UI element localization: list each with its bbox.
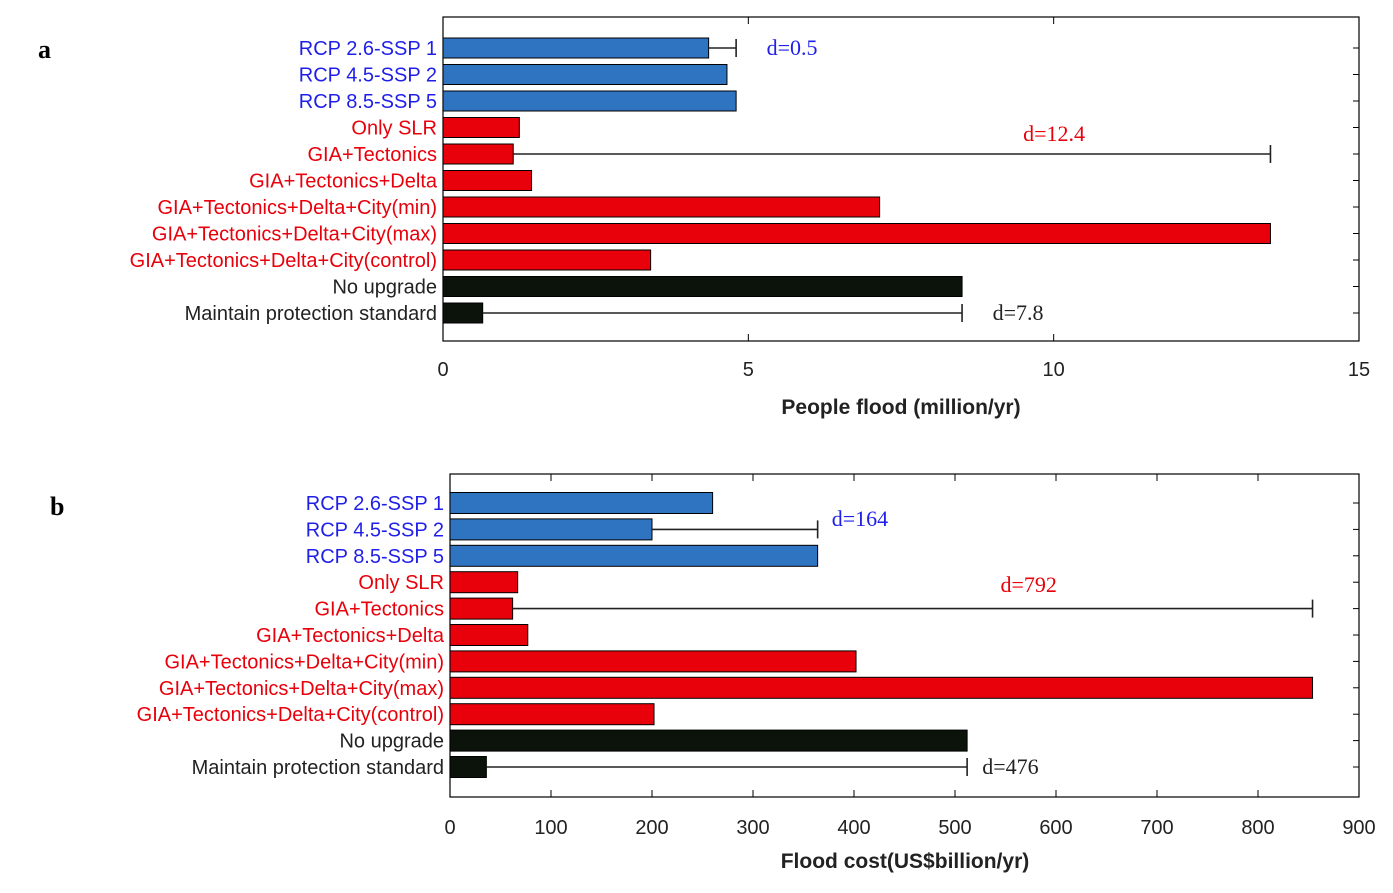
bar — [449, 703, 655, 726]
category-label: RCP 4.5-SSP 2 — [306, 519, 444, 541]
category-label: Only SLR — [351, 118, 437, 140]
category-label: RCP 8.5-SSP 5 — [299, 91, 437, 113]
x-tick-label: 15 — [1348, 359, 1370, 381]
x-tick-label: 900 — [1342, 817, 1375, 839]
x-tick-label: 700 — [1140, 817, 1173, 839]
x-tick-label: 600 — [1039, 817, 1072, 839]
category-label: GIA+Tectonics+Delta+City(max) — [159, 678, 444, 700]
x-tick-label: 10 — [1043, 359, 1065, 381]
range-label: d=792 — [1000, 572, 1056, 597]
x-tick-label: 0 — [437, 359, 448, 381]
panel-label-b: b — [50, 492, 64, 521]
category-label: GIA+Tectonics+Delta — [256, 625, 445, 647]
panel-a: a 0 5 10 15 RCP 2.6-SSP 1 RCP 4.5-SSP 2 RCP 8.… — [38, 16, 1370, 419]
category-label: RCP 8.5-SSP 5 — [306, 546, 444, 568]
range-label: d=12.4 — [1023, 121, 1085, 146]
bar — [442, 37, 710, 59]
x-axis-title: People flood (million/yr) — [781, 396, 1020, 419]
bar — [449, 492, 714, 514]
bar — [449, 544, 819, 567]
bar — [442, 64, 728, 85]
x-tick-label: 500 — [938, 817, 971, 839]
bar — [442, 170, 533, 191]
x-tick-label: 0 — [444, 817, 455, 839]
category-label: GIA+Tectonics+Delta — [249, 171, 438, 193]
category-label: GIA+Tectonics — [307, 144, 437, 166]
bar — [442, 302, 484, 324]
x-tick-label: 200 — [635, 817, 668, 839]
bar — [449, 756, 487, 778]
category-label: Maintain protection standard — [192, 757, 444, 779]
range-label: d=0.5 — [767, 35, 818, 60]
x-tick-label: 400 — [837, 817, 870, 839]
panel-label-a: a — [38, 35, 51, 64]
category-label: GIA+Tectonics — [314, 599, 444, 621]
x-tick-label: 5 — [743, 359, 754, 381]
category-label: GIA+Tectonics+Delta+City(min) — [157, 197, 437, 219]
bar — [442, 276, 963, 297]
panel-b: b 0 100 200 300 400 500 600 700 800 900 RCP 2.6-SS… — [50, 473, 1376, 873]
category-label: GIA+Tectonics+Delta+City(control) — [137, 704, 444, 726]
bar — [442, 223, 1271, 244]
category-label: No upgrade — [339, 731, 444, 753]
bar — [442, 90, 737, 112]
bar — [449, 624, 529, 646]
category-label: No upgrade — [332, 277, 437, 299]
x-axis-title: Flood cost(US$billion/yr) — [781, 850, 1030, 873]
range-label: d=164 — [832, 506, 888, 531]
bar — [449, 597, 514, 620]
category-label: RCP 2.6-SSP 1 — [306, 493, 444, 515]
bar — [449, 729, 968, 752]
bar — [449, 518, 653, 541]
x-tick-label: 300 — [736, 817, 769, 839]
category-label: Maintain protection standard — [185, 303, 437, 325]
bar — [442, 196, 881, 218]
category-label: GIA+Tectonics+Delta+City(control) — [130, 250, 437, 272]
bar — [442, 117, 520, 138]
bar — [449, 650, 857, 673]
bar — [449, 676, 1314, 699]
category-label: GIA+Tectonics+Delta+City(max) — [152, 224, 437, 246]
category-label: GIA+Tectonics+Delta+City(min) — [164, 651, 444, 673]
category-label: RCP 2.6-SSP 1 — [299, 38, 437, 60]
x-tick-label: 800 — [1241, 817, 1274, 839]
category-label: Only SLR — [358, 572, 444, 594]
bar — [442, 143, 514, 165]
range-label: d=7.8 — [993, 300, 1044, 325]
category-label: RCP 4.5-SSP 2 — [299, 65, 437, 87]
bar — [442, 249, 652, 271]
bar — [449, 571, 519, 594]
range-label: d=476 — [982, 754, 1038, 779]
x-tick-label: 100 — [534, 817, 567, 839]
